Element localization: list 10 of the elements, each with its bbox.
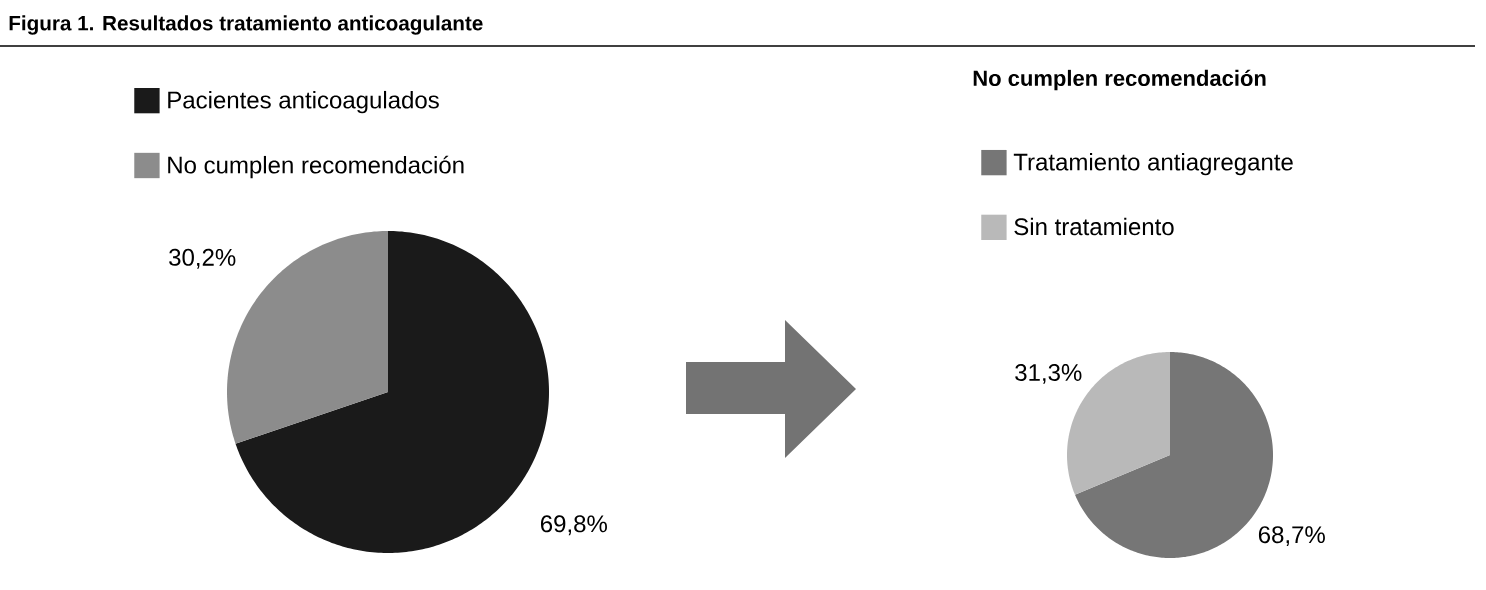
chart-title: No cumplen recomendación	[973, 69, 1266, 91]
legend-label: No cumplen recomendación	[168, 155, 464, 179]
data-label: 69,8%	[540, 515, 607, 536]
data-label: 31,3%	[1015, 364, 1082, 384]
legend-label: Pacientes anticoagulados	[168, 90, 439, 114]
data-label: 68,7%	[1258, 526, 1325, 546]
chart-title: Figura 1. Resultados tratamiento anticoagulante	[9, 15, 483, 35]
data-label: 30,2%	[169, 248, 236, 269]
legend-label: Tratamiento antiagregante	[1013, 152, 1293, 176]
legend-label: Sin tratamiento	[1014, 217, 1174, 236]
